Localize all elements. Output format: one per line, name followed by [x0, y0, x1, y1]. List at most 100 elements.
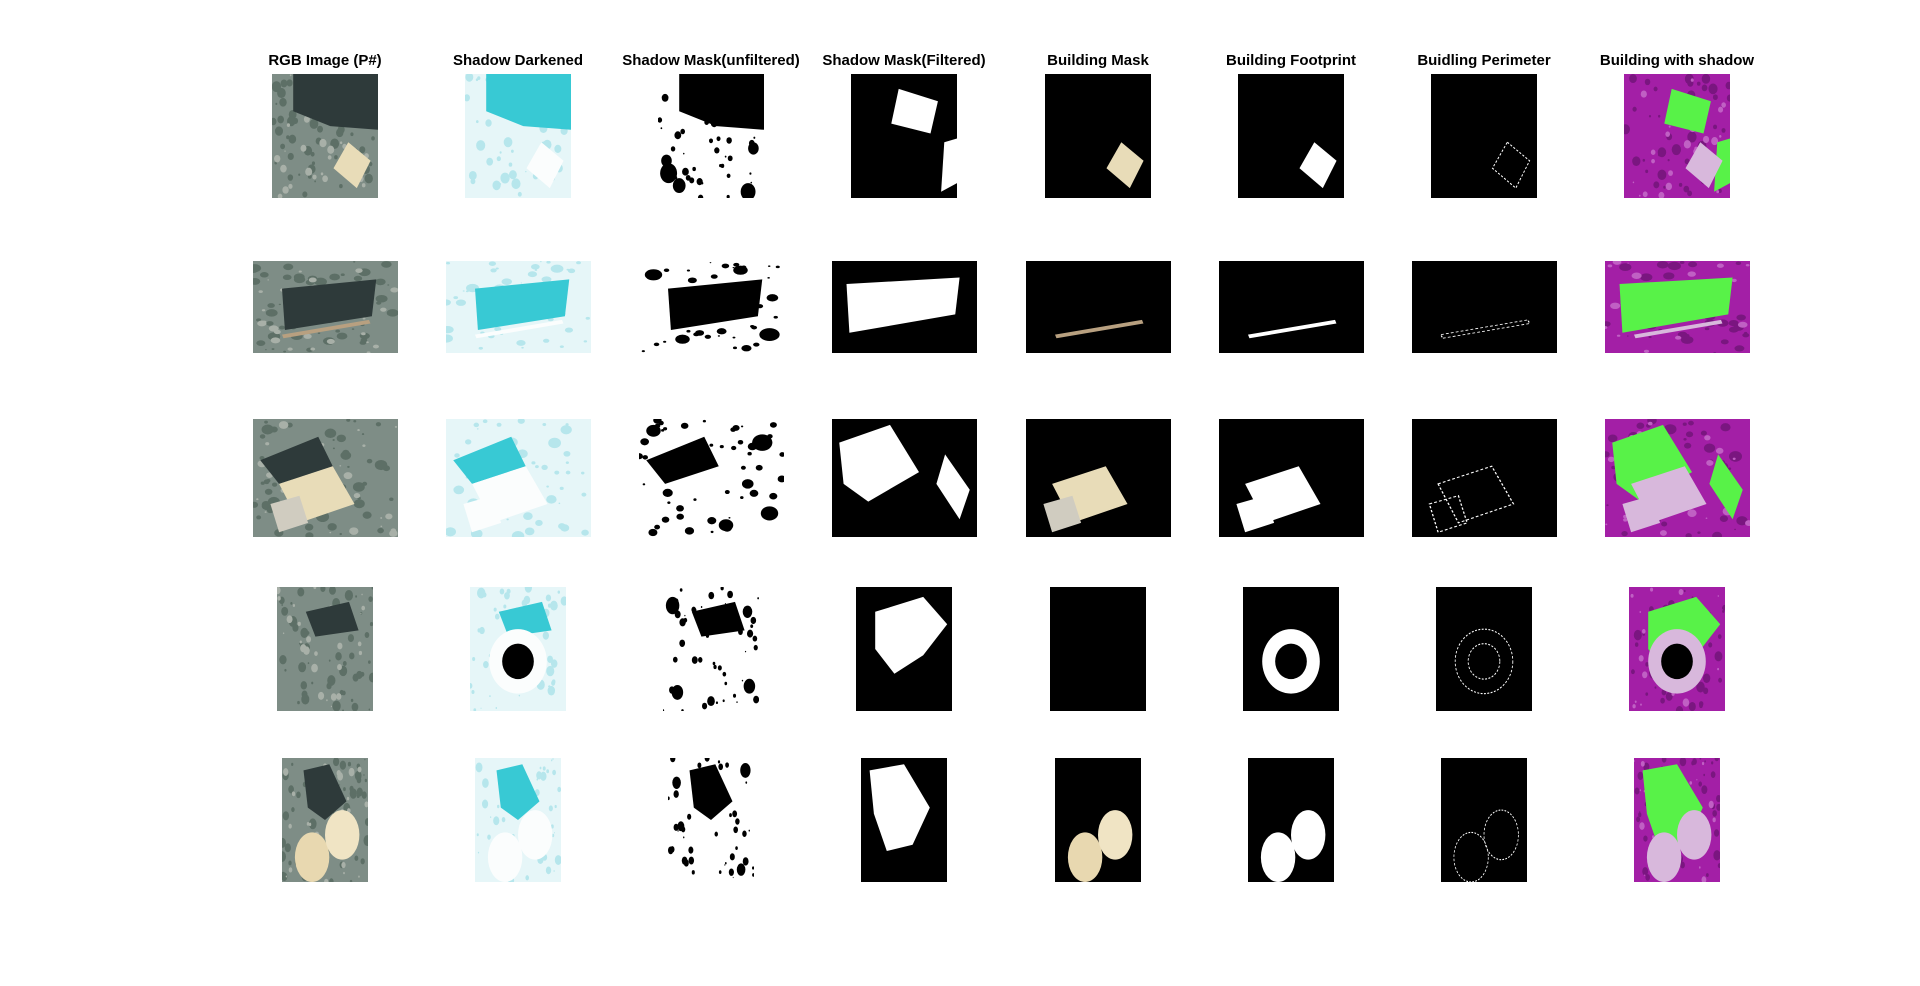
- panel-image: [445, 419, 591, 537]
- panel-rgb-row5: [282, 758, 368, 882]
- building-footprint-shape: [1262, 629, 1320, 694]
- building-shape: [1067, 832, 1103, 882]
- panel-image: [272, 74, 378, 198]
- panel-image: [475, 758, 561, 882]
- panel-perimeter-row3: [1411, 419, 1557, 537]
- panel-image: [1624, 74, 1730, 198]
- column-title-building-footprint: Building Footprint: [1226, 52, 1356, 69]
- panel-image: [668, 758, 754, 882]
- panel-image: [851, 74, 957, 198]
- building-shape: [1648, 629, 1706, 694]
- panel-image: [831, 419, 977, 537]
- panel-image: [470, 587, 566, 711]
- panel-with_shadow-row4: [1629, 587, 1725, 711]
- panel-image: [1218, 261, 1364, 353]
- panel-mask_unfiltered-row5: [668, 758, 754, 882]
- panel-rgb-row4: [277, 587, 373, 711]
- panel-image: [1634, 758, 1720, 882]
- panel-with_shadow-row3: [1604, 419, 1750, 537]
- building-footprint-shape: [1260, 832, 1296, 882]
- building-perimeter-outline: [1483, 809, 1519, 861]
- panel-image: [1025, 261, 1171, 353]
- building-shape: [1106, 142, 1144, 189]
- panel-mask_filtered-row2: [831, 261, 977, 353]
- panel-mask_unfiltered-row4: [663, 587, 759, 711]
- building-footprint-shape: [1291, 810, 1326, 860]
- shadow-overlay: [1664, 88, 1711, 134]
- column-title-building-mask: Building Mask: [1047, 52, 1149, 69]
- panel-perimeter-row2: [1411, 261, 1557, 353]
- panel-building_mask-row3: [1025, 419, 1171, 537]
- panel-perimeter-row4: [1436, 587, 1532, 711]
- panel-image: [638, 419, 784, 537]
- building-shape: [1054, 319, 1143, 339]
- building-shape: [1646, 832, 1682, 882]
- panel-mask_filtered-row4: [856, 587, 952, 711]
- panel-mask_unfiltered-row1: [658, 74, 764, 198]
- building-shape: [1685, 142, 1723, 189]
- panel-image: [1604, 261, 1750, 353]
- building-footprint-shape: [1247, 319, 1336, 339]
- column-title-building-perimeter: Buidling Perimeter: [1417, 52, 1551, 69]
- panel-image: [1411, 261, 1557, 353]
- building-shape: [1677, 810, 1712, 860]
- panel-darkened-row5: [475, 758, 561, 882]
- shadow-overlay: [1714, 138, 1730, 192]
- panel-image: [638, 261, 784, 353]
- panel-footprint-row4: [1243, 587, 1339, 711]
- panel-darkened-row4: [470, 587, 566, 711]
- panel-with_shadow-row1: [1624, 74, 1730, 198]
- building-shape: [333, 142, 371, 189]
- building-shape: [294, 832, 330, 882]
- panel-image: [1431, 74, 1537, 198]
- column-title-shadow-mask-unfiltered: Shadow Mask(unfiltered): [622, 52, 800, 69]
- panel-image: [1218, 419, 1364, 537]
- building-perimeter-outline: [1436, 465, 1514, 524]
- panel-image: [1243, 587, 1339, 711]
- panel-image: [1055, 758, 1141, 882]
- panel-building_mask-row4: [1050, 587, 1146, 711]
- building-perimeter-outline: [1454, 628, 1514, 695]
- building-shape: [325, 810, 360, 860]
- building-shape: [281, 319, 370, 339]
- panel-image: [1436, 587, 1532, 711]
- panel-footprint-row3: [1218, 419, 1364, 537]
- building-shape: [1633, 319, 1722, 339]
- panel-image: [861, 758, 947, 882]
- panel-footprint-row5: [1248, 758, 1334, 882]
- panel-rgb-row3: [252, 419, 398, 537]
- building-shape: [269, 495, 308, 533]
- panel-image: [663, 587, 759, 711]
- panel-with_shadow-row2: [1604, 261, 1750, 353]
- panel-image: [1411, 419, 1557, 537]
- panel-image: [1629, 587, 1725, 711]
- panel-mask_filtered-row5: [861, 758, 947, 882]
- panel-image: [465, 74, 571, 198]
- panel-building_mask-row5: [1055, 758, 1141, 882]
- panel-building_mask-row1: [1045, 74, 1151, 198]
- building-shape: [1042, 495, 1081, 533]
- building-shape: [489, 629, 547, 694]
- panel-image: [252, 261, 398, 353]
- panel-image: [658, 74, 764, 198]
- panel-rgb-row1: [272, 74, 378, 198]
- building-footprint-shape: [1235, 495, 1274, 533]
- panel-footprint-row1: [1238, 74, 1344, 198]
- building-shape: [462, 495, 501, 533]
- panel-image: [1441, 758, 1527, 882]
- panel-with_shadow-row5: [1634, 758, 1720, 882]
- column-title-building-with-shadow: Building with shadow: [1599, 52, 1755, 69]
- panel-image: [1248, 758, 1334, 882]
- building-shape: [474, 319, 563, 339]
- building-perimeter-outline: [1439, 319, 1530, 339]
- panel-building_mask-row2: [1025, 261, 1171, 353]
- panel-mask_unfiltered-row3: [638, 419, 784, 537]
- panel-image: [1045, 74, 1151, 198]
- panel-image: [831, 261, 977, 353]
- building-perimeter-outline: [1428, 495, 1468, 533]
- panel-perimeter-row1: [1431, 74, 1537, 198]
- panel-image: [1050, 587, 1146, 711]
- panel-image: [445, 261, 591, 353]
- panel-image: [252, 419, 398, 537]
